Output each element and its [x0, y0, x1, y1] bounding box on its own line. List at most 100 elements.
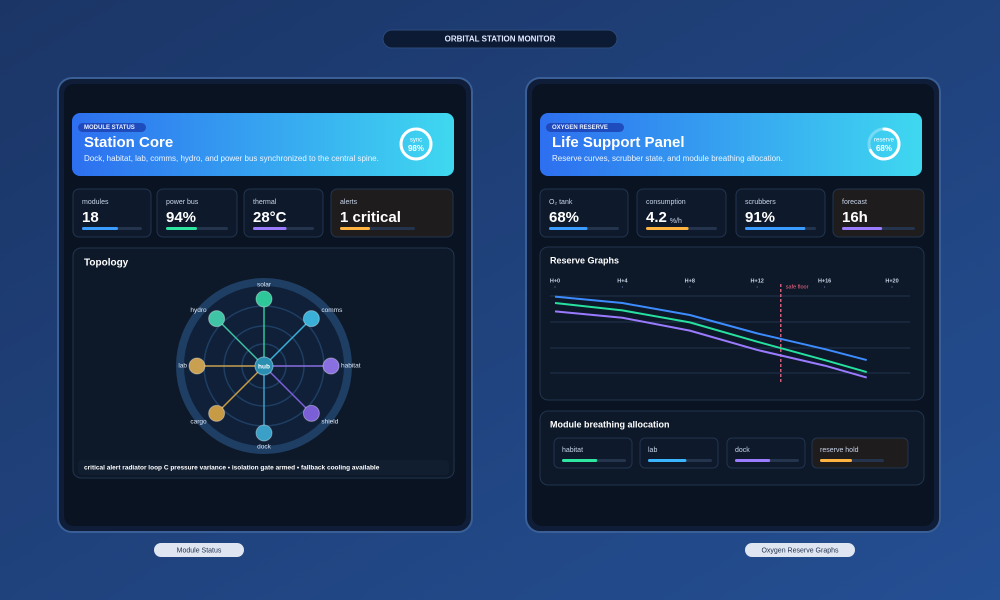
caption-pill — [154, 543, 244, 557]
stat-card — [539, 188, 629, 238]
stat-card — [832, 188, 925, 238]
allocation-label: reserve hold — [820, 447, 859, 454]
footer-strip — [78, 460, 449, 475]
topology-edge — [263, 365, 312, 414]
stat-value: 91% — [745, 209, 775, 226]
stat-value: 1 critical — [340, 209, 401, 226]
page-title: ORBITAL STATION MONITOR — [445, 35, 556, 44]
stat-value: 4.2 — [646, 209, 667, 226]
header-card — [72, 113, 454, 176]
stat-card — [636, 188, 727, 238]
gauge-label: reserve — [874, 138, 895, 144]
header-title: Station Core — [84, 134, 173, 151]
topology-edge — [216, 318, 265, 367]
node-label: dock — [257, 444, 271, 451]
x-tick-label: H+16 — [818, 278, 831, 284]
stat-card — [156, 188, 238, 238]
stat-bar — [745, 227, 806, 230]
gauge-label: sync — [410, 138, 422, 144]
gauge-arc — [399, 127, 433, 161]
title-pill — [382, 29, 618, 49]
stat-bar — [646, 227, 689, 230]
x-tick-label: H+8 — [685, 278, 695, 284]
topology-footer: critical alert radiator loop C pressure … — [84, 465, 380, 472]
topology-node — [302, 310, 320, 328]
node-label: hydro — [190, 307, 207, 314]
topology-node — [322, 357, 340, 375]
reserve-line — [554, 295, 867, 362]
allocation-bar — [648, 459, 687, 462]
allocation-bar — [735, 459, 771, 462]
topology-node — [208, 404, 226, 422]
allocation-label: dock — [735, 447, 750, 454]
x-tick-label: H+4 — [617, 278, 628, 284]
stat-label: O₂ tank — [549, 199, 573, 206]
stat-label: consumption — [646, 199, 686, 206]
hub-label: hub — [258, 364, 270, 371]
stat-card — [243, 188, 324, 238]
threshold-label: safe floor — [786, 284, 809, 290]
header-tag — [546, 123, 624, 132]
stat-bar — [82, 227, 118, 230]
reserve-line — [554, 302, 867, 374]
stat-value: 68% — [549, 209, 579, 226]
stat-value: 94% — [166, 209, 196, 226]
stat-label: power bus — [166, 199, 199, 206]
header-tag — [78, 123, 146, 132]
panel-caption: Oxygen Reserve Graphs — [761, 547, 839, 554]
stat-bar — [253, 227, 287, 230]
gauge-value: 98% — [408, 144, 424, 153]
node-label: shield — [321, 419, 338, 426]
stat-value: 16h — [842, 209, 868, 226]
stat-card — [735, 188, 826, 238]
stat-label: thermal — [253, 199, 277, 206]
allocation-label: habitat — [562, 447, 583, 454]
header-description: Reserve curves, scrubber state, and modu… — [552, 154, 783, 163]
topology-node — [208, 310, 226, 328]
header-tag-text: OXYGEN RESERVE — [552, 125, 608, 131]
topology-node — [255, 424, 273, 442]
x-tick-label: H+0 — [550, 278, 560, 284]
stat-bar — [842, 227, 883, 230]
header-tag-text: MODULE STATUS — [84, 125, 135, 131]
node-label: lab — [178, 363, 187, 370]
chart-title: Reserve Graphs — [550, 255, 619, 265]
topology-title: Topology — [84, 258, 129, 269]
header-card — [540, 113, 922, 176]
stat-card — [72, 188, 152, 238]
allocation-bar — [562, 459, 598, 462]
allocation-label: lab — [648, 447, 657, 454]
topology-node — [302, 404, 320, 422]
reserve-line — [554, 310, 867, 379]
topology-edge — [263, 318, 312, 367]
hub-node — [254, 356, 274, 376]
caption-pill — [745, 543, 855, 557]
topology-edge — [216, 365, 265, 414]
stat-label: modules — [82, 199, 109, 206]
stat-label: alerts — [340, 199, 358, 206]
allocation-title: Module breathing allocation — [550, 419, 670, 429]
allocation-bar — [820, 459, 852, 462]
topology-node — [188, 357, 206, 375]
stat-bar — [340, 227, 370, 230]
stat-unit: %/h — [670, 218, 682, 225]
stat-card — [330, 188, 454, 238]
node-label: solar — [257, 282, 272, 289]
node-label: comms — [321, 307, 343, 314]
header-title: Life Support Panel — [552, 134, 685, 151]
stat-bar — [549, 227, 588, 230]
header-description: Dock, habitat, lab, comms, hydro, and po… — [84, 154, 379, 163]
stat-value: 18 — [82, 209, 99, 226]
panel-caption: Module Status — [177, 547, 222, 554]
topology-node — [255, 290, 273, 308]
x-tick-label: H+12 — [751, 278, 764, 284]
stat-value: 28°C — [253, 209, 287, 226]
gauge-arc — [867, 127, 901, 161]
stat-label: scrubbers — [745, 199, 776, 206]
stat-label: forecast — [842, 199, 867, 206]
stat-bar — [166, 227, 197, 230]
x-tick-label: H+20 — [885, 278, 898, 284]
gauge-value: 68% — [876, 144, 892, 153]
